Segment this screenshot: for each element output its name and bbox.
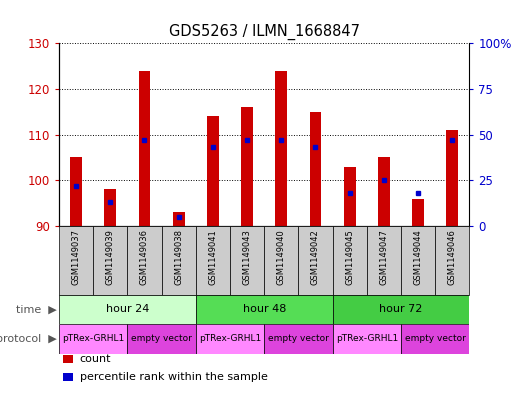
Bar [344, 167, 356, 226]
Text: GSM1149039: GSM1149039 [106, 230, 115, 285]
Text: percentile rank within the sample: percentile rank within the sample [80, 372, 267, 382]
Text: GSM1149041: GSM1149041 [208, 230, 218, 285]
Bar [264, 324, 332, 354]
Text: pTRex-GRHL1: pTRex-GRHL1 [336, 334, 398, 343]
Text: GSM1149046: GSM1149046 [448, 230, 457, 285]
Bar [299, 226, 332, 295]
Bar [59, 324, 127, 354]
Bar [63, 355, 73, 363]
Text: hour 72: hour 72 [379, 305, 423, 314]
Bar [139, 71, 150, 226]
Bar [162, 226, 196, 295]
Text: GSM1149043: GSM1149043 [243, 230, 251, 285]
Bar [70, 158, 82, 226]
Text: GSM1149045: GSM1149045 [345, 230, 354, 285]
Text: empty vector: empty vector [405, 334, 466, 343]
Bar [59, 295, 196, 324]
Text: hour 24: hour 24 [106, 305, 149, 314]
Text: time  ▶: time ▶ [16, 305, 56, 314]
Bar [196, 226, 230, 295]
Bar [401, 226, 435, 295]
Bar [207, 116, 219, 226]
Bar [332, 295, 469, 324]
Title: GDS5263 / ILMN_1668847: GDS5263 / ILMN_1668847 [169, 24, 360, 40]
Text: empty vector: empty vector [268, 334, 329, 343]
Text: pTRex-GRHL1: pTRex-GRHL1 [199, 334, 261, 343]
Text: protocol  ▶: protocol ▶ [0, 334, 56, 344]
Bar [367, 226, 401, 295]
Bar [59, 226, 93, 295]
Text: GSM1149047: GSM1149047 [380, 230, 388, 285]
Bar [412, 198, 424, 226]
Bar [264, 226, 299, 295]
Bar [196, 324, 264, 354]
Text: GSM1149040: GSM1149040 [277, 230, 286, 285]
Bar [401, 324, 469, 354]
Text: hour 48: hour 48 [243, 305, 286, 314]
Bar [127, 324, 196, 354]
Bar [435, 226, 469, 295]
Bar [127, 226, 162, 295]
Bar [378, 158, 390, 226]
Bar [93, 226, 127, 295]
Bar [309, 112, 322, 226]
Text: GSM1149044: GSM1149044 [413, 230, 423, 285]
Text: GSM1149042: GSM1149042 [311, 230, 320, 285]
Bar [196, 295, 332, 324]
Text: count: count [80, 354, 111, 364]
Bar [230, 226, 264, 295]
Bar [63, 373, 73, 381]
Bar [104, 189, 116, 226]
Bar [241, 107, 253, 226]
Bar [332, 226, 367, 295]
Text: empty vector: empty vector [131, 334, 192, 343]
Text: pTRex-GRHL1: pTRex-GRHL1 [62, 334, 124, 343]
Bar [446, 130, 458, 226]
Text: GSM1149036: GSM1149036 [140, 230, 149, 285]
Text: GSM1149038: GSM1149038 [174, 230, 183, 285]
Bar [173, 212, 185, 226]
Text: GSM1149037: GSM1149037 [72, 230, 81, 285]
Bar [275, 71, 287, 226]
Bar [332, 324, 401, 354]
